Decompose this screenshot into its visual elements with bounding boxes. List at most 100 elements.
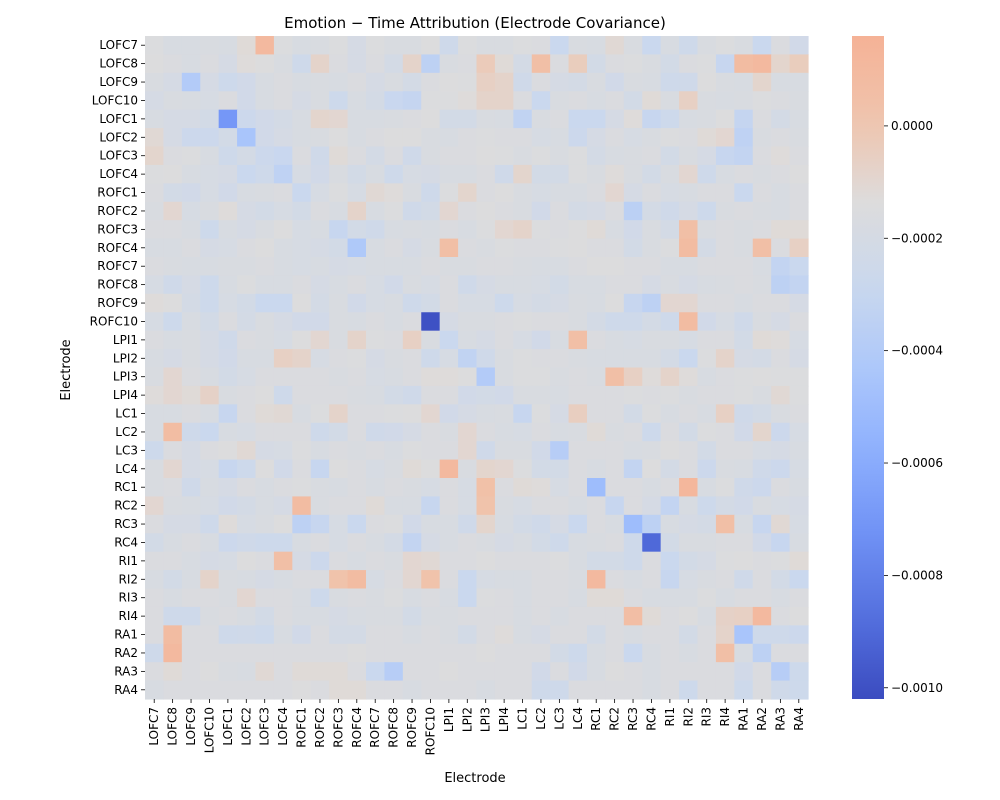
heatmap-cell <box>513 183 533 203</box>
heatmap-cell <box>476 330 496 350</box>
heatmap-cell <box>163 275 183 295</box>
heatmap-cell <box>366 257 386 277</box>
heatmap-cell <box>255 238 275 258</box>
heatmap-cell <box>771 367 791 387</box>
heatmap-cell <box>329 514 349 534</box>
heatmap-cell <box>513 459 533 479</box>
heatmap-cell <box>273 164 293 184</box>
heatmap-cell <box>771 662 791 682</box>
heatmap-cell <box>550 183 570 203</box>
heatmap-cell <box>145 643 165 663</box>
heatmap-cell <box>237 570 257 590</box>
heatmap-cell <box>200 91 220 111</box>
heatmap-cell <box>181 293 201 313</box>
colorbar-tick-label: −0.0004 <box>891 344 943 358</box>
heatmap-cell <box>789 220 809 240</box>
heatmap-cell <box>384 662 404 682</box>
heatmap-cell <box>384 238 404 258</box>
heatmap-cell <box>660 514 680 534</box>
heatmap-cell <box>402 385 422 405</box>
heatmap-cell <box>218 662 238 682</box>
heatmap-cell <box>237 220 257 240</box>
heatmap-cell <box>715 404 735 424</box>
heatmap-cell <box>605 662 625 682</box>
heatmap-cell <box>255 257 275 277</box>
heatmap-cell <box>273 422 293 442</box>
heatmap-cell <box>163 128 183 148</box>
heatmap-cell <box>642 551 662 571</box>
heatmap-cell <box>623 72 643 92</box>
heatmap-cell <box>218 201 238 221</box>
heatmap-cell <box>531 385 551 405</box>
heatmap-cell <box>568 238 588 258</box>
heatmap-cell <box>163 91 183 111</box>
heatmap-cell <box>715 183 735 203</box>
heatmap-cell <box>366 606 386 626</box>
heatmap-cell <box>587 551 607 571</box>
heatmap-cell <box>145 367 165 387</box>
heatmap-cell <box>494 441 514 461</box>
heatmap-cell <box>531 238 551 258</box>
heatmap-cell <box>458 164 478 184</box>
heatmap-cell <box>715 625 735 645</box>
heatmap-cell <box>329 91 349 111</box>
colorbar-tick-label: 0.0000 <box>891 119 933 133</box>
heatmap-cell <box>771 404 791 424</box>
heatmap-cell <box>623 459 643 479</box>
colorbar-tick-label: −0.0006 <box>891 456 943 470</box>
heatmap-cell <box>605 514 625 534</box>
heatmap-cell <box>421 643 441 663</box>
heatmap-cell <box>531 459 551 479</box>
heatmap-cell <box>734 514 754 534</box>
heatmap-cell <box>181 441 201 461</box>
heatmap-cell <box>697 146 717 166</box>
heatmap-cell <box>623 422 643 442</box>
y-tick-label: ROFC7 <box>97 259 138 273</box>
heatmap-cell <box>163 238 183 258</box>
heatmap-cell <box>679 478 699 498</box>
heatmap-cell <box>237 404 257 424</box>
x-tick-label: RA1 <box>737 707 751 731</box>
heatmap-cell <box>623 662 643 682</box>
heatmap-cell <box>384 441 404 461</box>
heatmap-cell <box>292 257 312 277</box>
heatmap-cell <box>181 514 201 534</box>
heatmap-cell <box>476 551 496 571</box>
heatmap-cell <box>715 275 735 295</box>
heatmap-cell <box>660 662 680 682</box>
heatmap-cell <box>255 275 275 295</box>
heatmap-cell <box>513 349 533 369</box>
heatmap-cell <box>273 551 293 571</box>
heatmap-cell <box>679 385 699 405</box>
heatmap-cell <box>218 496 238 516</box>
heatmap-cell <box>550 588 570 608</box>
heatmap-cell <box>329 643 349 663</box>
heatmap-cell <box>200 588 220 608</box>
heatmap-cell <box>347 293 367 313</box>
x-tick-label: RA3 <box>773 707 787 731</box>
heatmap-cell <box>587 459 607 479</box>
heatmap-cell <box>255 330 275 350</box>
x-tick-label: ROFC10 <box>423 707 437 755</box>
heatmap-cell <box>402 570 422 590</box>
heatmap-cell <box>292 422 312 442</box>
heatmap-cell <box>181 606 201 626</box>
heatmap-cell <box>494 275 514 295</box>
heatmap-cell <box>550 422 570 442</box>
heatmap-cell <box>421 625 441 645</box>
heatmap-cell <box>384 385 404 405</box>
heatmap-cell <box>421 514 441 534</box>
heatmap-cell <box>660 312 680 332</box>
heatmap-cell <box>568 275 588 295</box>
heatmap-cell <box>771 570 791 590</box>
heatmap-cell <box>752 570 772 590</box>
heatmap-cell <box>494 54 514 74</box>
heatmap-cell <box>513 570 533 590</box>
heatmap-cell <box>568 367 588 387</box>
heatmap-cell <box>734 293 754 313</box>
heatmap-cell <box>752 54 772 74</box>
heatmap-cell <box>273 201 293 221</box>
heatmap-cell <box>366 128 386 148</box>
heatmap-cell <box>715 367 735 387</box>
heatmap-cell <box>660 54 680 74</box>
